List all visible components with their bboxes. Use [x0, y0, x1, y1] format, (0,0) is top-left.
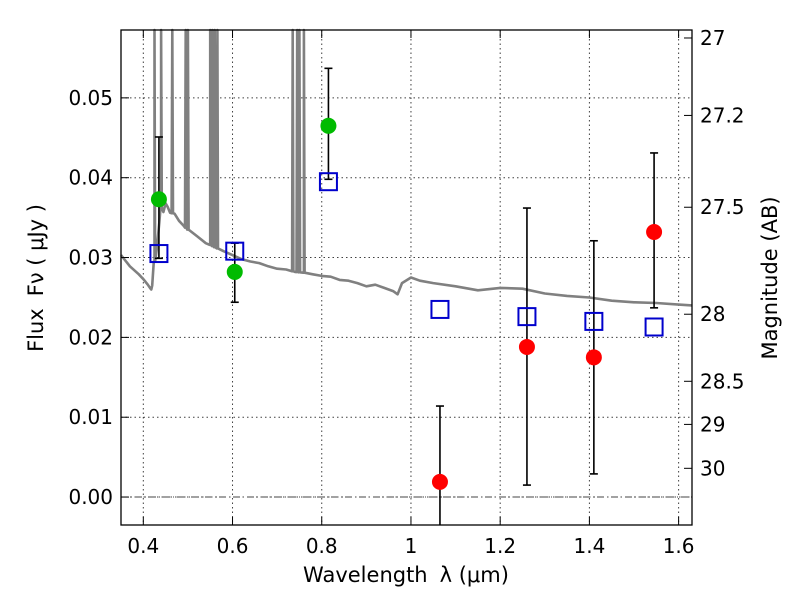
model-spectrum-layer — [119, 28, 693, 307]
plot-frame — [120, 29, 693, 526]
observed-flux-point — [518, 338, 535, 355]
x-tick-label: 1.4 — [573, 534, 605, 558]
y-tick-label: 0.03 — [68, 246, 113, 270]
model-photometry-marker — [644, 317, 664, 337]
observed-flux-point — [585, 349, 602, 366]
model-photometry-marker — [584, 311, 604, 331]
model-photometry-marker — [430, 299, 450, 319]
observed-point-layer — [150, 117, 663, 490]
y-tick-label: 0.02 — [68, 325, 113, 349]
y-axis-label-text: Flux — [24, 308, 48, 352]
model-spectrum-line — [119, 28, 693, 307]
x-tick-label: 0.4 — [127, 534, 159, 558]
model-photometry-marker — [318, 172, 338, 192]
y2-tick-label: 27.2 — [700, 103, 745, 127]
y2-tick-label: 28.5 — [700, 369, 745, 393]
x-tick-label: 1.2 — [484, 534, 516, 558]
y2-tick-label: 28 — [700, 302, 725, 326]
observed-flux-point — [226, 263, 243, 280]
y-tick-label: 0.00 — [68, 485, 113, 509]
x-tick-label: 1 — [405, 534, 418, 558]
observed-flux-point — [646, 223, 663, 240]
y2-tick-label: 29 — [700, 412, 725, 436]
y2-axis-label: Magnitude (AB) — [758, 196, 782, 359]
observed-flux-point — [150, 191, 167, 208]
observed-flux-point — [320, 117, 337, 134]
x-tick-label: 0.8 — [306, 534, 338, 558]
x-tick-label: 1.6 — [663, 534, 695, 558]
y2-tick-label: 30 — [700, 456, 725, 480]
grid-layer — [121, 30, 692, 525]
y-axis-label: Flux Fν ( μJy ) — [24, 204, 48, 352]
x-tick-label: 0.6 — [217, 534, 249, 558]
y-tick-label: 0.05 — [68, 86, 113, 110]
x-axis-label-math: λ (μm) — [440, 563, 509, 587]
model-photometry-marker — [149, 244, 169, 264]
x-axis-label-text: Wavelength — [303, 563, 428, 587]
observed-flux-point — [431, 473, 448, 490]
tick-layer: 0.4 0.6 0.8 1 1.2 1.4 1.6 0.00 0.01 0.02 0.03 0.04 0… — [68, 26, 744, 558]
y-tick-label: 0.01 — [68, 405, 113, 429]
x-axis-label: Wavelength λ (μm) — [303, 563, 509, 587]
model-photometry-layer — [149, 172, 664, 337]
model-photometry-marker — [517, 307, 537, 327]
y2-tick-label: 27 — [700, 26, 725, 50]
y2-tick-label: 27.5 — [700, 195, 745, 219]
y-axis-label-math: Fν ( μJy ) — [24, 204, 48, 296]
y-tick-label: 0.04 — [68, 166, 113, 190]
model-photometry-marker — [225, 241, 245, 261]
